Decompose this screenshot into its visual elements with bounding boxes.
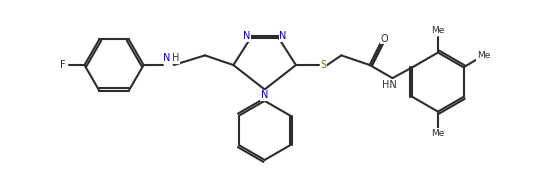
Text: O: O <box>381 34 389 44</box>
Text: S: S <box>320 60 326 70</box>
Text: H: H <box>172 53 179 63</box>
Text: F: F <box>60 60 66 70</box>
Text: N: N <box>163 53 171 63</box>
Text: N: N <box>243 31 250 41</box>
Text: Me: Me <box>431 129 445 138</box>
Text: HN: HN <box>383 80 397 90</box>
Text: N: N <box>261 90 268 100</box>
Text: N: N <box>279 31 286 41</box>
Text: Me: Me <box>477 51 490 60</box>
Text: Me: Me <box>431 26 445 35</box>
